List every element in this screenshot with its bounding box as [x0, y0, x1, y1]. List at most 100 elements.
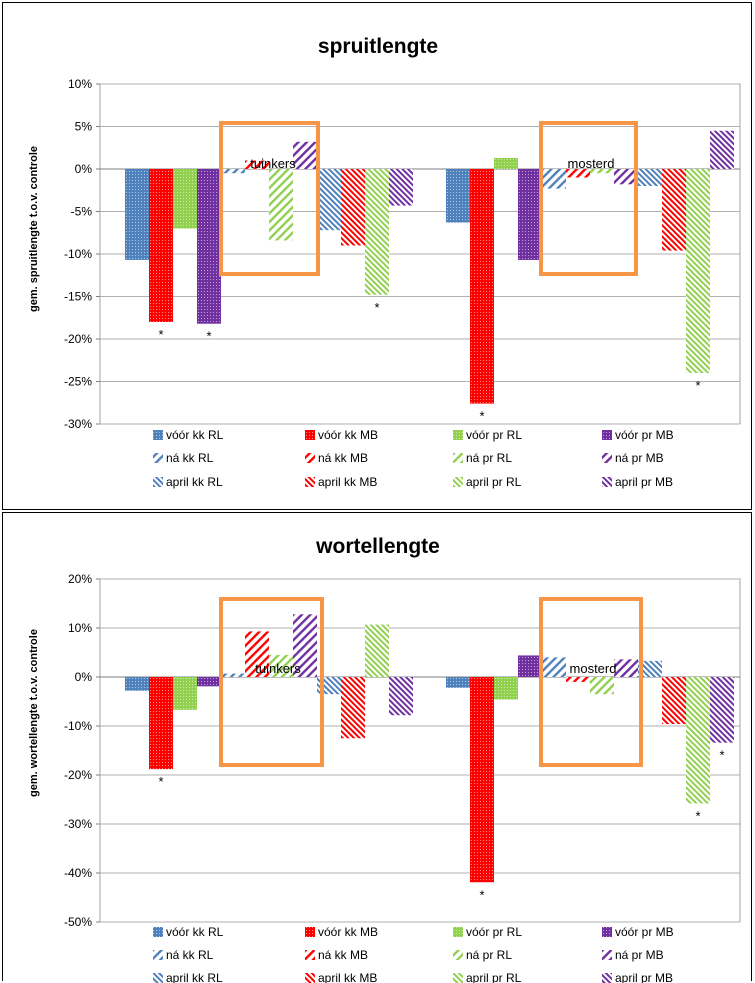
legend-label: april kk RL — [166, 971, 223, 983]
legend-label: vóór kk RL — [166, 428, 224, 442]
legend-swatch — [153, 453, 163, 463]
y-tick-label: -20% — [64, 332, 92, 346]
bar — [293, 614, 317, 677]
bar — [566, 677, 590, 682]
legend-swatch — [153, 927, 163, 937]
bar — [614, 169, 638, 185]
chart-title: wortellengte — [315, 535, 440, 558]
bar — [365, 624, 389, 677]
bar — [269, 169, 293, 241]
legend-label: ná kk MB — [318, 948, 368, 962]
plot-area — [99, 578, 741, 923]
bar — [542, 657, 566, 677]
y-tick-label: -10% — [64, 719, 92, 733]
bar — [125, 169, 149, 260]
legend-label: vóór kk MB — [318, 428, 378, 442]
bar — [494, 677, 518, 700]
legend-label: ná kk RL — [166, 451, 214, 465]
legend-swatch — [305, 927, 315, 937]
legend-label: ná pr RL — [466, 451, 512, 465]
y-tick-label: 0% — [75, 162, 93, 176]
significance-marker: * — [695, 378, 700, 393]
y-tick-label: -20% — [64, 768, 92, 782]
significance-marker: * — [158, 774, 163, 789]
bar — [470, 677, 494, 883]
y-tick-label: 5% — [75, 120, 93, 134]
legend-swatch — [305, 430, 315, 440]
bar — [221, 169, 245, 174]
significance-marker: * — [158, 327, 163, 342]
legend-label: vóór kk MB — [318, 925, 378, 939]
legend-swatch — [602, 453, 612, 463]
legend-swatch — [453, 950, 463, 960]
bar — [662, 169, 686, 251]
chart-panel-wortellengte: wortellengte gem. wortellengte t.o.v. co… — [2, 512, 752, 983]
bar — [590, 169, 614, 174]
bar — [494, 157, 518, 169]
legend-swatch — [602, 973, 612, 983]
bar — [317, 169, 341, 231]
bar — [710, 677, 734, 743]
y-tick-label: 10% — [68, 77, 92, 91]
chart-title: spruitlengte — [318, 35, 438, 58]
legend-label: april kk RL — [166, 475, 223, 489]
chart-svg-spruitlengte: spruitlengte gem. spruitlengte t.o.v. co… — [28, 35, 741, 489]
bar — [365, 169, 389, 295]
group-label: mosterd — [568, 156, 615, 171]
bar — [566, 169, 590, 178]
legend-swatch — [305, 973, 315, 983]
group-label: tuinkers — [250, 156, 296, 171]
bar — [638, 169, 662, 186]
y-tick-label: -25% — [64, 375, 92, 389]
legend-swatch — [453, 973, 463, 983]
bar — [341, 677, 365, 739]
legend-label: vóór pr RL — [466, 925, 522, 939]
bar — [662, 677, 686, 725]
legend-swatch — [305, 477, 315, 487]
y-tick-label: -5% — [71, 205, 93, 219]
legend-label: vóór pr MB — [615, 428, 674, 442]
legend-swatch — [153, 973, 163, 983]
bar — [173, 677, 197, 710]
legend-label: ná pr RL — [466, 948, 512, 962]
legend-label: april pr RL — [466, 971, 522, 983]
bar — [245, 631, 269, 677]
bar — [518, 655, 542, 677]
bar — [518, 169, 542, 260]
legend-swatch — [305, 453, 315, 463]
legend-swatch — [453, 927, 463, 937]
bar — [149, 677, 173, 770]
legend-swatch — [153, 477, 163, 487]
bar — [710, 130, 734, 169]
y-tick-label: 20% — [68, 572, 92, 586]
bar — [269, 654, 293, 677]
y-tick-label: -15% — [64, 290, 92, 304]
legend-label: vóór kk RL — [166, 925, 224, 939]
legend-swatch — [602, 430, 612, 440]
highlight-box — [219, 597, 324, 767]
significance-marker: * — [374, 300, 379, 315]
bar — [389, 677, 413, 716]
bar — [245, 160, 269, 169]
significance-marker: * — [479, 887, 484, 902]
chart-panel-spruitlengte: spruitlengte gem. spruitlengte t.o.v. co… — [2, 2, 752, 510]
bar — [470, 169, 494, 404]
y-axis-label: gem. spruitlengte t.o.v. controle — [28, 146, 40, 312]
significance-marker: * — [719, 748, 724, 763]
bar — [125, 677, 149, 691]
significance-marker: * — [479, 409, 484, 424]
legend-label: april pr MB — [615, 475, 673, 489]
y-tick-label: -10% — [64, 247, 92, 261]
bar — [197, 169, 221, 324]
legend-swatch — [453, 477, 463, 487]
bar — [542, 169, 566, 189]
legend-label: ná pr MB — [615, 948, 664, 962]
legend-swatch — [602, 950, 612, 960]
legend-swatch — [453, 430, 463, 440]
bar — [446, 677, 470, 688]
bar — [221, 673, 245, 677]
legend-label: ná pr MB — [615, 451, 664, 465]
bar — [446, 169, 470, 223]
legend-swatch — [602, 477, 612, 487]
y-tick-label: 0% — [75, 670, 93, 684]
